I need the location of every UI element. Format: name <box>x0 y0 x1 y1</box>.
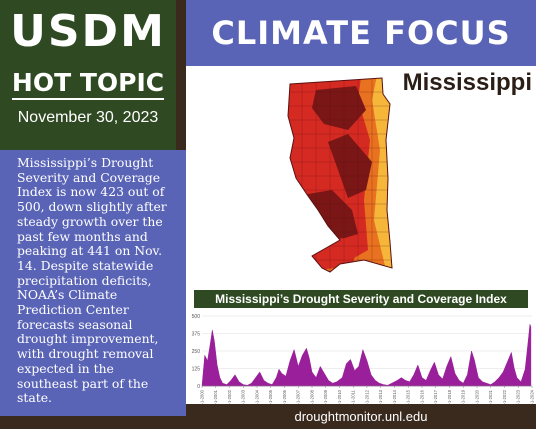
left-header: USDM HOT TOPIC November 30, 2023 <box>0 0 176 150</box>
x-tick-label: 1-1-2006 <box>282 389 287 406</box>
mississippi-drought-map <box>287 77 393 273</box>
y-tick-label: 250 <box>192 349 201 355</box>
hot-topic-label: HOT TOPIC <box>11 68 165 100</box>
x-tick-label: 1-1-2007 <box>296 389 301 406</box>
x-tick-label: 1-1-2010 <box>337 389 342 406</box>
x-tick-label: 1-1-2020 <box>474 389 479 406</box>
x-tick-label: 1-1-2002 <box>227 389 232 406</box>
x-tick-label: 1-1-2015 <box>406 389 411 406</box>
x-tick-label: 1-1-2021 <box>488 389 493 406</box>
y-tick-label: 125 <box>192 367 201 373</box>
x-tick-label: 1-1-2019 <box>461 389 466 406</box>
footer-url: droughtmonitor.unl.edu <box>186 404 536 429</box>
x-tick-label: 1-1-2024 <box>529 389 534 406</box>
x-tick-label: 1-1-2012 <box>364 389 369 406</box>
right-header: CLIMATE FOCUS <box>186 0 536 66</box>
x-tick-label: 1-1-2016 <box>419 389 424 406</box>
d4-region-north <box>312 86 366 130</box>
x-tick-label: 1-1-2022 <box>502 389 507 406</box>
x-tick-label: 1-1-2014 <box>392 389 397 406</box>
x-tick-label: 1-1-2011 <box>351 389 356 406</box>
x-tick-label: 1-1-2000 <box>199 389 204 406</box>
d4-region-central <box>328 134 372 198</box>
climate-focus-title: CLIMATE FOCUS <box>211 14 511 52</box>
y-tick-label: 0 <box>197 384 200 390</box>
usdm-title: USDM <box>10 6 166 57</box>
y-tick-label: 375 <box>192 332 201 338</box>
issue-date: November 30, 2023 <box>17 109 159 126</box>
summary-text: Mississippi’s Drought Severity and Cover… <box>17 155 167 406</box>
dsci-series-area <box>201 324 532 387</box>
x-tick-label: 1-1-2004 <box>254 389 259 406</box>
chart-title: Mississippi’s Drought Severity and Cover… <box>194 290 528 308</box>
y-tick-label: 500 <box>192 314 201 320</box>
hot-topic-heading: HOT TOPIC <box>0 68 176 100</box>
x-tick-label: 1-1-2017 <box>433 389 438 406</box>
x-tick-label: 1-1-2023 <box>516 389 521 406</box>
x-tick-label: 1-1-2003 <box>241 389 246 406</box>
x-tick-label: 1-1-2018 <box>447 389 452 406</box>
x-tick-label: 1-1-2013 <box>378 389 383 406</box>
x-tick-label: 1-1-2008 <box>309 389 314 406</box>
x-tick-label: 1-1-2001 <box>213 389 218 406</box>
content-panel: Mississippi <box>186 66 536 416</box>
x-tick-label: 1-1-2009 <box>323 389 328 406</box>
x-tick-label: 1-1-2005 <box>268 389 273 406</box>
dsci-chart: 500 375 250 125 01-1-2000 1-1-2001 1-1-2002 1-1… <box>192 314 535 407</box>
state-name: Mississippi <box>402 69 532 96</box>
bottom-left-strip <box>0 416 186 429</box>
summary-panel: Mississippi’s Drought Severity and Cover… <box>0 150 186 416</box>
